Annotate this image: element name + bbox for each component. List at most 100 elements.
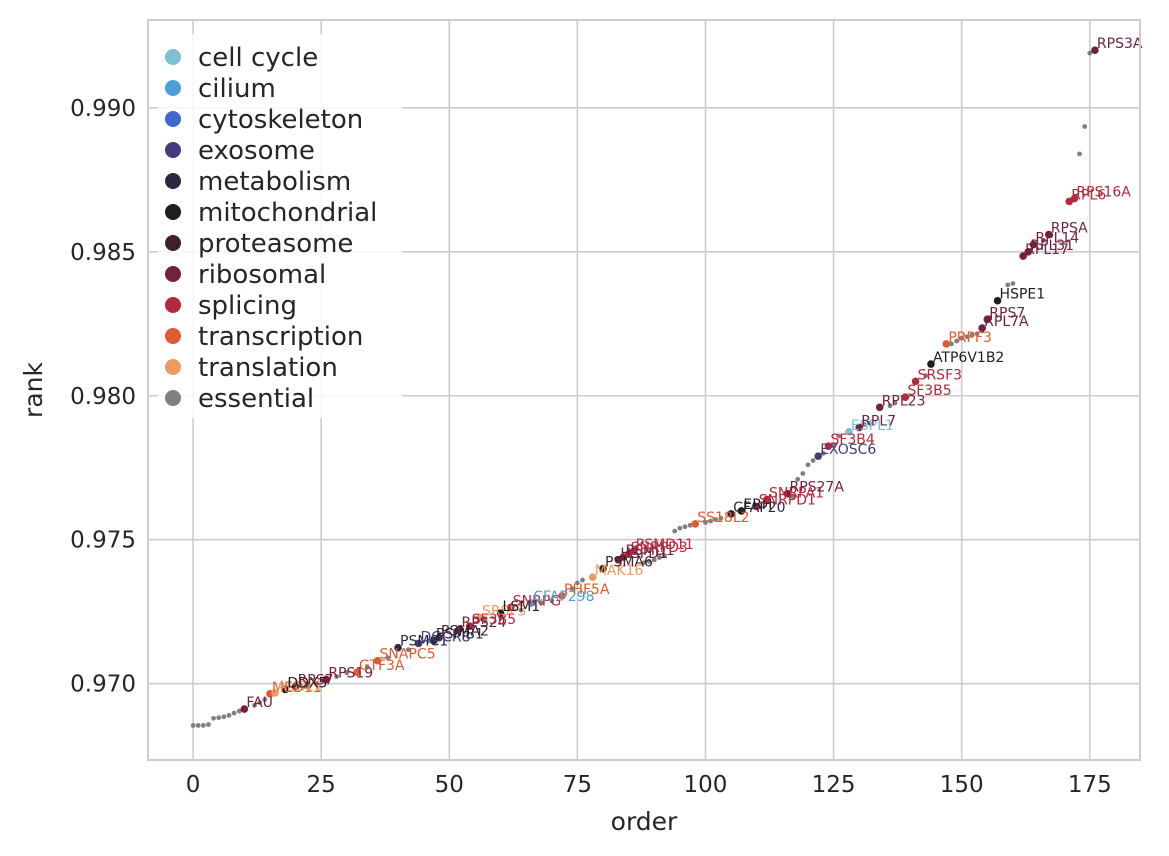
gene-label-rpl14: RPL14 (1035, 231, 1079, 247)
legend-label-proteasome: proteasome (198, 229, 353, 259)
legend-marker-metabolism (165, 173, 181, 189)
gene-label-sf3b5: SF3B5 (472, 612, 516, 628)
gene-point-snrpg (506, 603, 515, 612)
x-axis-label: order (611, 807, 678, 836)
essential-point (1082, 124, 1088, 129)
y-tick-label: 0.970 (70, 672, 136, 698)
essential-point (1087, 50, 1093, 56)
gene-label-rps7: RPS7 (298, 673, 334, 689)
gene-point-psma2 (435, 633, 443, 642)
essential-point (313, 681, 319, 687)
essential-point (800, 471, 806, 476)
essential-point (231, 710, 237, 716)
x-tick-label: 100 (684, 772, 728, 798)
essential-point (861, 422, 867, 427)
gene-point-rps16a (1070, 194, 1079, 203)
gene-label-snrpg: SNRPG (513, 593, 561, 609)
point-labels: FAUMED11ALG11DDX5RPS7RPS19GTF3ASNAPC5PSM… (246, 36, 1143, 711)
x-tick-label: 150 (940, 772, 984, 798)
gene-point-rpl31 (1024, 247, 1033, 256)
gene-point-rps3a (1091, 46, 1099, 55)
essential-point (651, 557, 657, 563)
gene-point-rps24 (455, 625, 464, 633)
y-axis-label: rank (19, 362, 48, 418)
y-tick-label: 0.980 (70, 384, 136, 410)
gene-label-exosc6: EXOSC6 (820, 442, 876, 458)
gene-label-ss18l2: SS18L2 (697, 510, 749, 526)
essential-point (954, 338, 959, 344)
gene-label-rps7: RPS7 (989, 305, 1025, 321)
legend-marker-splicing (165, 297, 181, 313)
gene-label-rps16a: RPS16A (1076, 185, 1131, 201)
gene-point-exosc6 (814, 452, 823, 461)
gene-point-rpl17 (1019, 252, 1027, 260)
essential-point (206, 722, 211, 727)
essential-point (518, 607, 524, 613)
essential-point (805, 462, 811, 468)
legend-label-metabolism: metabolism (198, 167, 351, 197)
legend-marker-cilium (165, 80, 181, 96)
legend-label-exosome: exosome (198, 136, 315, 166)
essential-point (364, 664, 370, 670)
gene-point-rps7 (291, 682, 300, 691)
gene-label-phf5a: PHF5A (564, 582, 610, 598)
gene-label-snrpa1: SNRPA1 (769, 485, 824, 501)
gene-label-rpl7: RPL7 (861, 413, 896, 429)
essential-point (656, 555, 662, 560)
gene-point-rps19 (322, 675, 331, 684)
essential-point (216, 715, 222, 721)
gene-point-alg11 (271, 689, 279, 697)
essential-point (790, 494, 795, 499)
essential-point (949, 341, 954, 347)
plot-frame (147, 19, 1141, 761)
essential-point (262, 697, 268, 702)
legend-marker-essential (165, 390, 181, 406)
essential-point (682, 524, 688, 530)
gene-label-psmd11: PSMD11 (636, 537, 694, 553)
legend-marker-mitochondrial (165, 204, 181, 220)
essential-point (687, 522, 693, 528)
essential-point (344, 670, 350, 676)
gene-label-snrpd3: SNRPD3 (631, 540, 688, 556)
essential-point (969, 332, 975, 338)
essential-point (200, 723, 206, 728)
x-tick-label: 175 (1068, 772, 1112, 798)
essential-point (708, 518, 714, 524)
essential-point (964, 334, 970, 340)
gene-point-ss18l2 (691, 520, 700, 528)
gene-label-mak16: MAK16 (595, 563, 644, 579)
legend-marker-cell-cycle (165, 49, 181, 65)
essential-point (211, 715, 216, 721)
essential-point (836, 433, 842, 439)
essential-point (257, 700, 263, 705)
gene-label-psmc1: PSMC1 (400, 634, 448, 650)
gene-label-atp6v1b2: ATP6V1B2 (933, 350, 1004, 366)
essential-point (718, 515, 724, 521)
legend-label-essential: essential (198, 384, 314, 414)
gene-label-erh: ERH (743, 497, 772, 513)
essential-point (867, 420, 872, 426)
legend-label-cytoskeleton: cytoskeleton (198, 105, 363, 135)
gene-point-ddx5 (281, 685, 290, 694)
legend-label-cilium: cilium (198, 74, 276, 104)
legend-box (158, 34, 402, 418)
essential-point (820, 450, 826, 456)
gene-label-hspe1: HSPE1 (1000, 287, 1046, 303)
essential-point (426, 638, 432, 644)
y-tick-label: 0.990 (70, 96, 136, 122)
gene-point-prpf3 (942, 340, 951, 348)
essential-point (195, 723, 201, 728)
gene-label-rps19: RPS19 (328, 665, 373, 681)
essential-point (190, 723, 196, 728)
essential-point (549, 598, 555, 604)
legend-marker-exosome (165, 142, 181, 158)
legend: cell cycleciliumcytoskeletonexosomemetab… (158, 34, 402, 418)
essential-point (892, 400, 898, 406)
gene-label-sf3b5: SF3B5 (907, 383, 951, 399)
gene-label-cfap20: CFAP20 (733, 500, 785, 516)
gene-label-rps24: RPS24 (462, 615, 507, 631)
y-tick-labels: 0.970 0.975 0.980 0.985 0.990 (70, 96, 136, 698)
legend-marker-translation (165, 359, 181, 375)
x-tick-label: 25 (307, 772, 336, 798)
